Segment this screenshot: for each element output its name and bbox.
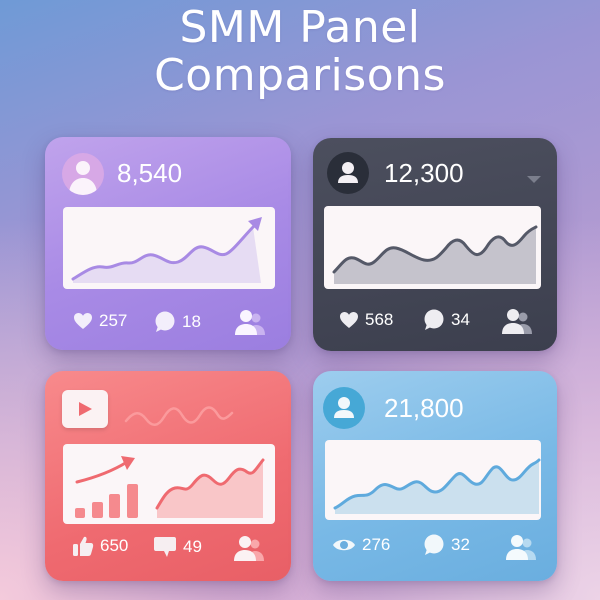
views-count: 276	[362, 535, 391, 554]
comments-count: 49	[183, 537, 202, 556]
comments-metric: 49	[153, 535, 202, 559]
comments-metric: 34	[423, 309, 470, 331]
people-icon[interactable]	[234, 535, 268, 561]
heart-icon	[340, 312, 358, 328]
comment-icon	[424, 534, 444, 555]
comments-metric: 18	[154, 311, 201, 333]
growth-chart	[63, 444, 275, 524]
user-avatar-icon	[327, 152, 369, 194]
likes-count: 257	[99, 311, 128, 330]
views-metric: 276	[332, 535, 390, 555]
user-avatar-icon	[323, 387, 365, 429]
panel-card-blue[interactable]: 21,800 276 32	[313, 371, 557, 581]
likes-count: 568	[365, 310, 394, 329]
comments-count: 18	[182, 312, 201, 331]
play-button-icon	[62, 390, 108, 428]
likes-count: 650	[100, 536, 129, 555]
comment-icon	[154, 537, 176, 557]
comments-count: 32	[451, 535, 470, 554]
wave-decoration-icon	[124, 406, 234, 426]
title-line-2: Comparisons	[154, 50, 446, 101]
likes-metric: 257	[73, 311, 127, 331]
follower-count: 21,800	[384, 393, 464, 423]
comment-icon	[155, 311, 175, 332]
panel-card-red[interactable]: 650 49	[45, 371, 291, 581]
growth-chart	[324, 206, 541, 289]
thumbs-up-icon	[73, 536, 94, 556]
growth-chart	[325, 440, 541, 520]
title-line-1: SMM Panel	[179, 2, 421, 53]
follower-count: 8,540	[117, 158, 183, 188]
comments-count: 34	[451, 310, 470, 329]
eye-icon	[333, 539, 355, 551]
heart-icon	[74, 313, 92, 329]
panel-card-dark[interactable]: 12,300 568 34	[313, 138, 557, 351]
growth-chart	[63, 207, 275, 289]
people-icon[interactable]	[506, 534, 540, 560]
likes-metric: 568	[339, 310, 393, 330]
page-title: SMM Panel Comparisons	[0, 4, 600, 100]
comments-metric: 32	[423, 534, 470, 556]
follower-count: 12,300	[384, 158, 464, 188]
likes-metric: 650	[72, 535, 128, 557]
dropdown-caret-icon[interactable]	[527, 176, 541, 183]
comment-icon	[424, 309, 444, 330]
people-icon[interactable]	[235, 309, 269, 335]
panel-card-purple[interactable]: 8,540 257 18	[45, 137, 291, 350]
people-icon[interactable]	[502, 308, 536, 334]
user-avatar-icon	[62, 153, 104, 195]
